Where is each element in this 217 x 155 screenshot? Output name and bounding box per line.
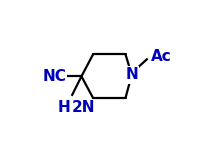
Text: N: N [125, 67, 138, 82]
Text: 2N: 2N [71, 100, 95, 115]
Text: H: H [58, 100, 71, 115]
Text: Ac: Ac [151, 49, 172, 64]
Text: NC: NC [43, 69, 66, 84]
